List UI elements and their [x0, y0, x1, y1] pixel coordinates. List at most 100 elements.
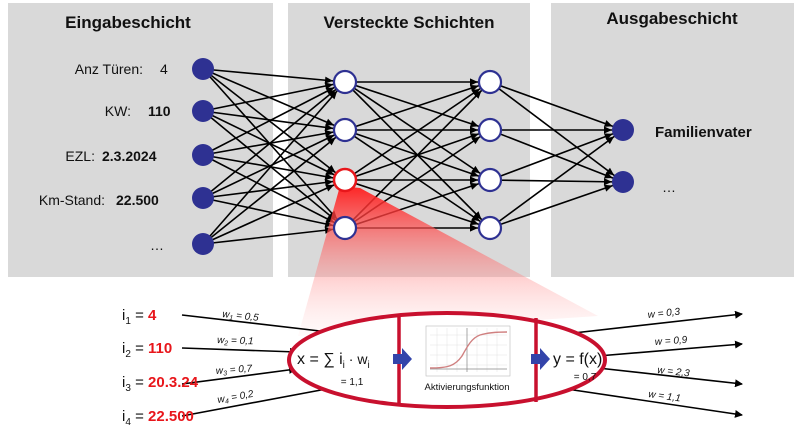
input-layer-panel: [8, 3, 273, 277]
input-neuron: [192, 233, 214, 255]
output-result: = 0,7: [574, 372, 597, 383]
detail-weight-label: w3 = 0,7: [215, 363, 253, 378]
connection-input-hidden: [202, 227, 346, 245]
connection-arrowhead: [324, 123, 334, 131]
connection-arrowhead: [469, 120, 479, 128]
neuron-detail: x = ∑ ii · wi = 1,1 Aktivierungsfunktion…: [122, 307, 743, 428]
sigmoid-curve: [429, 331, 508, 369]
connection-arrowhead: [469, 218, 479, 226]
detail-output-arrow: [597, 367, 743, 388]
connection-input-hidden: [202, 154, 346, 181]
input-label: KW:: [105, 103, 131, 119]
detail-input-arrow: [181, 347, 298, 356]
connection-arrowhead: [470, 126, 478, 134]
input-neuron: [192, 58, 214, 80]
connection-hidden-hidden: [344, 81, 491, 181]
connection-arrowhead: [469, 182, 479, 190]
hidden-neuron: [477, 69, 503, 95]
input-value: 4: [160, 61, 168, 77]
process-arrow-icon: [531, 348, 550, 370]
connection-input-hidden: [202, 154, 346, 229]
connection-arrowhead: [324, 178, 334, 187]
connection-input-hidden: [202, 179, 346, 245]
connection-hidden-output: [489, 81, 624, 131]
connection-arrowhead: [325, 184, 335, 192]
connection-hidden-output: [489, 181, 624, 229]
input-label: EZL:: [65, 148, 95, 164]
connection-arrowhead: [329, 91, 338, 100]
connection-hidden-output: [489, 129, 624, 229]
connection-arrowhead: [603, 120, 613, 127]
connection-hidden-output: [489, 129, 624, 181]
connection-input-hidden: [202, 68, 346, 83]
output-label: Familienvater: [655, 124, 752, 141]
connection-input-hidden: [202, 110, 346, 181]
detail-input-label: i4 = 22.500: [122, 408, 194, 428]
neuron-zoom-spotlight: [298, 186, 598, 336]
input-label: Km-Stand:: [39, 192, 105, 208]
connection-arrowhead: [473, 211, 482, 220]
connection-input-hidden: [202, 179, 346, 199]
connection-hidden-output: [489, 81, 624, 183]
input-neuron: [192, 144, 214, 166]
connection-arrowhead: [324, 82, 334, 90]
hidden-neuron: [332, 215, 358, 241]
output-weight-label: w = 1,1: [648, 389, 682, 404]
detail-inputs: i1 = 4 w1 = 0,5 i2 = 110 w2 = 0,1 i3 = 20.3.…: [122, 307, 260, 428]
connection-input-hidden: [202, 197, 346, 229]
connection-arrowhead: [324, 129, 334, 138]
hidden-neuron: [477, 215, 503, 241]
connection-input-hidden: [202, 68, 346, 131]
connection-arrowhead: [325, 87, 335, 95]
connection-arrowhead: [471, 213, 481, 222]
output-weight-label: w = 0,9: [654, 335, 688, 348]
connection-arrowhead: [469, 170, 479, 177]
connection-arrowhead: [603, 184, 613, 192]
detail-output-arrow: [555, 310, 743, 336]
connection-input-hidden: [202, 68, 346, 181]
connection-arrowhead: [325, 118, 334, 126]
detail-input-label: i2 = 110: [122, 340, 172, 360]
connection-input-hidden: [202, 81, 346, 245]
input-label: Anz Türen:: [75, 61, 143, 77]
connection-arrowhead: [325, 135, 335, 142]
connection-arrowhead: [471, 136, 481, 145]
detail-weight-label: w4 = 0,2: [217, 389, 255, 407]
connection-hidden-hidden: [344, 81, 491, 131]
connection-arrowhead: [604, 126, 612, 134]
input-neuron: [192, 187, 214, 209]
connection-arrowhead: [469, 84, 479, 92]
input-value: 22.500: [116, 192, 159, 208]
activation-label: Aktivierungsfunktion: [424, 382, 509, 393]
connection-arrowhead: [470, 78, 478, 86]
detail-output-arrow: [559, 387, 743, 418]
connection-input-hidden: [202, 81, 346, 199]
output-layer-panel: [551, 3, 794, 277]
detail-output-arrow: [597, 340, 743, 357]
input-labels: Anz Türen: 4 KW: 110 EZL: 2.3.2024 Km-St…: [39, 61, 171, 253]
connection-arrowhead: [324, 76, 334, 84]
connection-arrowhead: [470, 176, 478, 184]
output-neuron: [612, 119, 634, 141]
detail-input-label: i3 = 20.3.24: [122, 374, 199, 394]
connection-input-hidden: [202, 129, 346, 156]
activation-function-plot: [425, 325, 511, 377]
hidden-layer-title: Versteckte Schichten: [323, 13, 494, 32]
connection-arrowhead: [470, 224, 478, 232]
connection-input-hidden: [202, 129, 346, 245]
connection-input-hidden: [202, 81, 346, 112]
input-value: 2.3.2024: [102, 148, 157, 164]
output-ellipsis: …: [662, 179, 676, 195]
connection-arrowhead: [325, 168, 335, 175]
detail-input-arrow: [181, 365, 297, 385]
highlighted-neuron: [332, 167, 358, 193]
hidden-neuron: [477, 117, 503, 143]
input-neuron: [192, 100, 214, 122]
connection-input-hidden: [202, 110, 346, 131]
process-arrow-icon: [393, 348, 412, 370]
input-ellipsis: …: [150, 237, 164, 253]
hidden-neuron: [332, 69, 358, 95]
detail-weight-label: w2 = 0,1: [217, 335, 254, 348]
